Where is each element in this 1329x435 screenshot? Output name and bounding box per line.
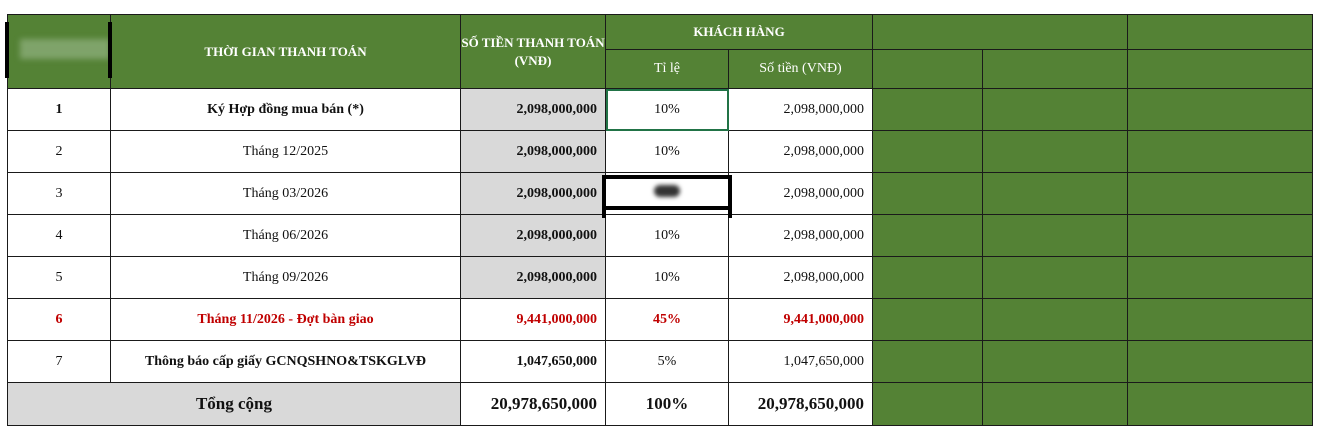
empty-cell[interactable]: [872, 130, 983, 173]
table-row: 1 Ký Hợp đồng mua bán (*) 2,098,000,000 …: [7, 88, 1313, 131]
customer-group-header: KHÁCH HÀNG: [605, 14, 873, 50]
row-number[interactable]: 4: [7, 214, 111, 257]
time-column-header: THỜI GIAN THANH TOÁN: [110, 14, 461, 89]
empty-cell[interactable]: [982, 298, 1128, 341]
row-ratio-selected-cell[interactable]: 10%: [605, 88, 729, 131]
empty-cell[interactable]: [872, 172, 983, 215]
row-amount[interactable]: 2,098,000,000: [460, 256, 606, 299]
row-number[interactable]: 7: [7, 340, 111, 383]
column-divider-mark: [108, 22, 112, 78]
row-time[interactable]: Tháng 12/2025: [110, 130, 461, 173]
empty-header-cell[interactable]: [1127, 14, 1313, 50]
blurred-logo: [20, 39, 110, 59]
logo-cell: [7, 14, 111, 89]
row-amount[interactable]: 2,098,000,000: [460, 172, 606, 215]
empty-cell[interactable]: [872, 298, 983, 341]
row-time[interactable]: Tháng 11/2026 - Đợt bàn giao: [110, 298, 461, 341]
row-customer-amount[interactable]: 9,441,000,000: [728, 298, 873, 341]
empty-cell[interactable]: [982, 130, 1128, 173]
amount-column-header: SỐ TIỀN THANH TOÁN (VNĐ): [460, 14, 606, 89]
empty-cell[interactable]: [872, 340, 983, 383]
row-number[interactable]: 1: [7, 88, 111, 131]
row-time[interactable]: Ký Hợp đồng mua bán (*): [110, 88, 461, 131]
empty-cell[interactable]: [982, 172, 1128, 215]
empty-cell[interactable]: [1127, 256, 1313, 299]
customer-amount-column-header: Số tiền (VNĐ): [728, 49, 873, 89]
row-customer-amount[interactable]: 2,098,000,000: [728, 88, 873, 131]
empty-cell[interactable]: [872, 382, 983, 426]
empty-cell[interactable]: [1127, 382, 1313, 426]
row-number[interactable]: 6: [7, 298, 111, 341]
row-amount[interactable]: 2,098,000,000: [460, 88, 606, 131]
row-ratio[interactable]: 10%: [605, 214, 729, 257]
redaction-marker: [602, 175, 732, 218]
table-row: 4 Tháng 06/2026 2,098,000,000 10% 2,098,…: [7, 214, 1313, 257]
empty-header-cell[interactable]: [1127, 49, 1313, 89]
row-customer-amount[interactable]: 2,098,000,000: [728, 256, 873, 299]
table-row: 7 Thông báo cấp giấy GCNQSHNO&TSKGLVĐ 1,…: [7, 340, 1313, 383]
table-row-handover: 6 Tháng 11/2026 - Đợt bàn giao 9,441,000…: [7, 298, 1313, 341]
total-customer-amount[interactable]: 20,978,650,000: [728, 382, 873, 426]
empty-cell[interactable]: [982, 382, 1128, 426]
row-time[interactable]: Thông báo cấp giấy GCNQSHNO&TSKGLVĐ: [110, 340, 461, 383]
table-row: 2 Tháng 12/2025 2,098,000,000 10% 2,098,…: [7, 130, 1313, 173]
empty-cell[interactable]: [1127, 214, 1313, 257]
redacted-mark: [654, 185, 680, 197]
empty-cell[interactable]: [1127, 88, 1313, 131]
empty-cell[interactable]: [1127, 298, 1313, 341]
row-customer-amount[interactable]: 2,098,000,000: [728, 130, 873, 173]
row-number[interactable]: 2: [7, 130, 111, 173]
row-time[interactable]: Tháng 06/2026: [110, 214, 461, 257]
empty-cell[interactable]: [1127, 172, 1313, 215]
empty-cell[interactable]: [982, 340, 1128, 383]
row-time[interactable]: Tháng 09/2026: [110, 256, 461, 299]
empty-cell[interactable]: [1127, 130, 1313, 173]
row-amount[interactable]: 2,098,000,000: [460, 214, 606, 257]
empty-cell[interactable]: [982, 88, 1128, 131]
row-ratio[interactable]: 5%: [605, 340, 729, 383]
empty-cell[interactable]: [982, 214, 1128, 257]
total-label[interactable]: Tổng cộng: [7, 382, 461, 426]
row-number[interactable]: 5: [7, 256, 111, 299]
row-ratio[interactable]: 45%: [605, 298, 729, 341]
table-row: 5 Tháng 09/2026 2,098,000,000 10% 2,098,…: [7, 256, 1313, 299]
row-customer-amount[interactable]: 2,098,000,000: [728, 214, 873, 257]
payment-schedule-table: THỜI GIAN THANH TOÁN SỐ TIỀN THANH TOÁN …: [7, 14, 1313, 426]
row-ratio[interactable]: 10%: [605, 130, 729, 173]
ratio-column-header: Tỉ lệ: [605, 49, 729, 89]
empty-cell[interactable]: [872, 88, 983, 131]
row-ratio[interactable]: 10%: [605, 256, 729, 299]
row-amount[interactable]: 1,047,650,000: [460, 340, 606, 383]
empty-cell[interactable]: [872, 214, 983, 257]
total-amount[interactable]: 20,978,650,000: [460, 382, 606, 426]
row-time[interactable]: Tháng 03/2026: [110, 172, 461, 215]
empty-header-cell[interactable]: [872, 49, 983, 89]
empty-cell[interactable]: [1127, 340, 1313, 383]
row-amount[interactable]: 2,098,000,000: [460, 130, 606, 173]
row-amount[interactable]: 9,441,000,000: [460, 298, 606, 341]
total-row: Tổng cộng 20,978,650,000 100% 20,978,650…: [7, 382, 1313, 426]
empty-cell[interactable]: [872, 256, 983, 299]
row-customer-amount[interactable]: 1,047,650,000: [728, 340, 873, 383]
left-border-mark: [5, 22, 9, 78]
empty-header-cell[interactable]: [982, 49, 1128, 89]
row-customer-amount[interactable]: 2,098,000,000: [728, 172, 873, 215]
empty-header-cell[interactable]: [872, 14, 1128, 50]
row-number[interactable]: 3: [7, 172, 111, 215]
total-ratio[interactable]: 100%: [605, 382, 729, 426]
empty-cell[interactable]: [982, 256, 1128, 299]
